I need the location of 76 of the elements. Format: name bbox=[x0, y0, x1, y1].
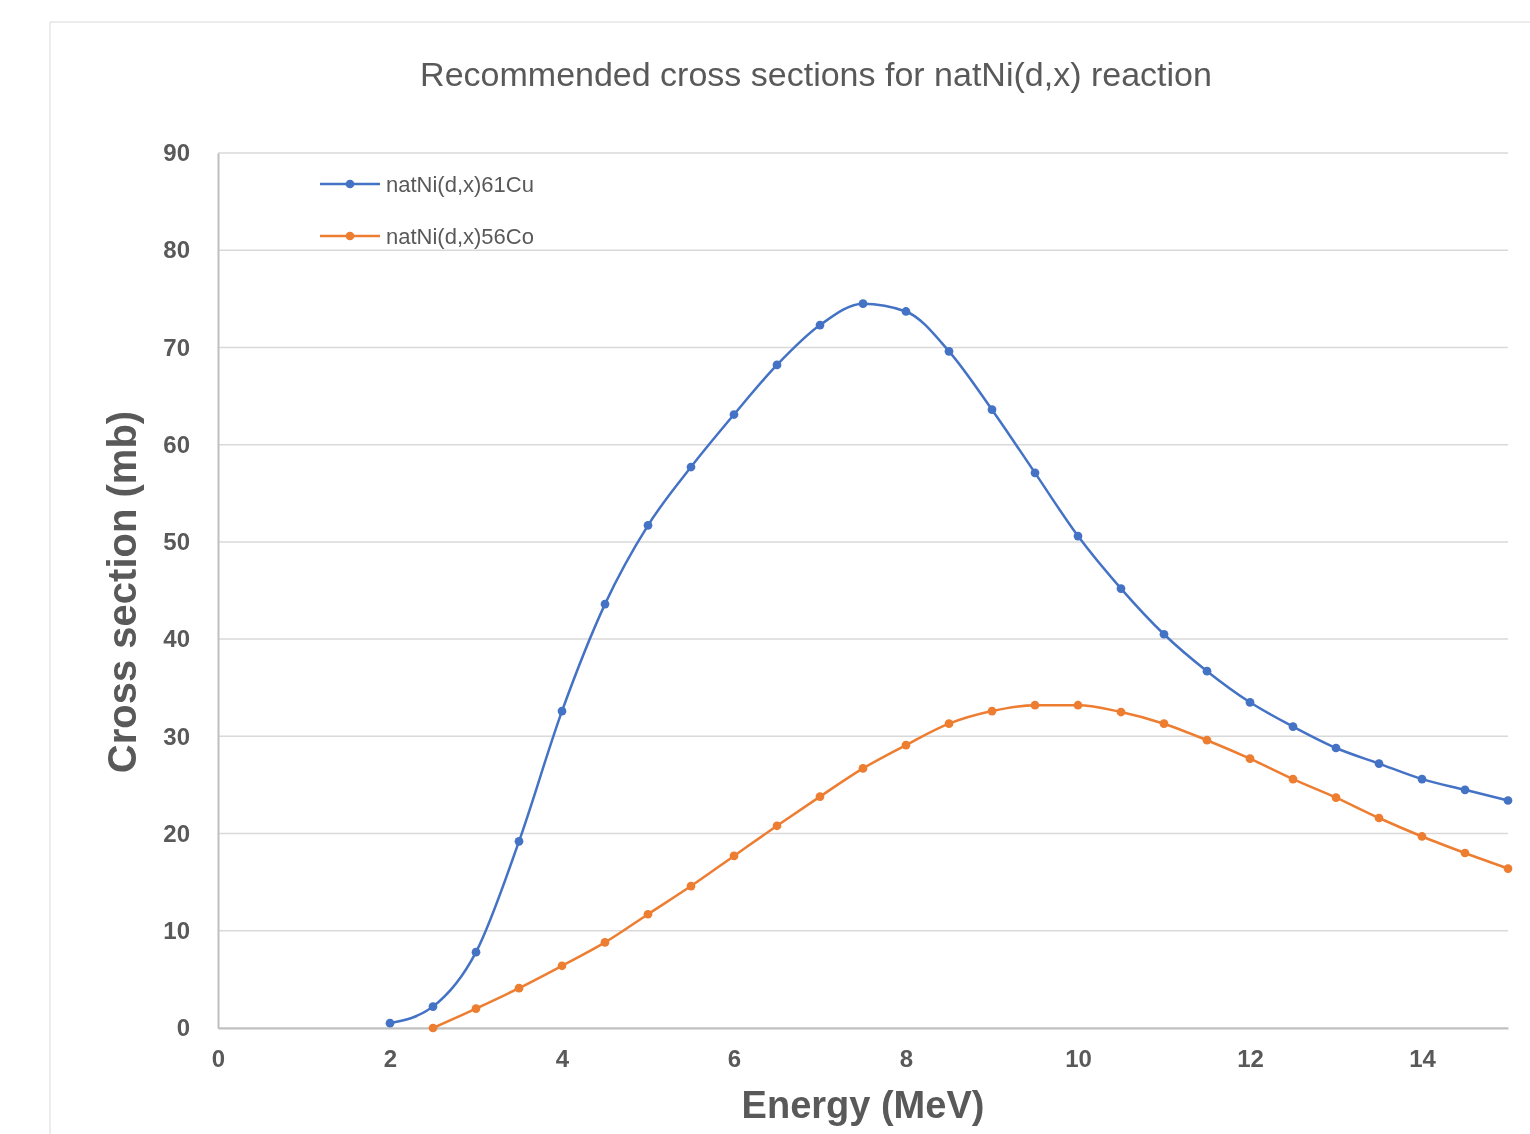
point bbox=[557, 961, 567, 971]
point bbox=[1245, 697, 1255, 707]
point bbox=[729, 851, 739, 861]
point bbox=[1245, 754, 1255, 764]
point bbox=[815, 320, 825, 330]
point bbox=[1417, 832, 1427, 841]
point bbox=[428, 1002, 438, 1011]
point bbox=[1374, 759, 1384, 768]
point bbox=[600, 938, 610, 947]
point bbox=[1030, 700, 1040, 710]
point bbox=[1202, 666, 1212, 676]
point bbox=[1116, 584, 1126, 593]
point bbox=[944, 719, 954, 729]
point bbox=[1116, 707, 1126, 717]
point bbox=[600, 599, 610, 609]
point bbox=[1288, 774, 1298, 784]
point bbox=[1503, 864, 1513, 873]
y-tick-label: 40 bbox=[163, 625, 190, 653]
x-tick-label: 6 bbox=[727, 1045, 742, 1073]
point bbox=[858, 764, 868, 773]
point bbox=[1374, 813, 1384, 823]
point bbox=[514, 836, 524, 846]
point bbox=[1073, 531, 1083, 541]
point bbox=[643, 521, 653, 530]
x-tick-label: 10 bbox=[1065, 1045, 1092, 1073]
point bbox=[686, 881, 696, 891]
point bbox=[385, 1018, 395, 1028]
y-tick-label: 60 bbox=[163, 430, 190, 458]
y-tick-label: 0 bbox=[176, 1014, 190, 1042]
point bbox=[1159, 629, 1169, 639]
x-tick-label: 2 bbox=[383, 1045, 398, 1073]
point bbox=[557, 706, 567, 716]
y-tick-label: 20 bbox=[163, 819, 190, 847]
x-tick-label: 12 bbox=[1237, 1045, 1264, 1073]
x-tick-label: 14 bbox=[1409, 1045, 1437, 1073]
point bbox=[1288, 722, 1298, 731]
point bbox=[1073, 700, 1083, 710]
x-axis-title: Energy (MeV) bbox=[741, 1084, 985, 1126]
point bbox=[858, 299, 868, 309]
y-tick-label: 70 bbox=[163, 333, 190, 361]
point bbox=[1417, 774, 1427, 784]
point bbox=[471, 947, 481, 957]
point bbox=[1202, 735, 1212, 745]
point bbox=[772, 821, 782, 831]
y-tick-label: 30 bbox=[163, 722, 190, 750]
point bbox=[471, 1004, 481, 1013]
legend-label: natNi(d,x)56Co bbox=[386, 224, 534, 249]
point bbox=[987, 706, 997, 716]
point bbox=[428, 1023, 438, 1033]
point bbox=[1460, 785, 1470, 795]
point bbox=[944, 346, 954, 356]
point bbox=[1159, 719, 1169, 729]
point bbox=[1030, 468, 1040, 478]
x-tick-label: 0 bbox=[211, 1045, 226, 1073]
y-tick-label: 90 bbox=[163, 139, 190, 167]
y-tick-label: 10 bbox=[163, 916, 190, 944]
y-tick-label: 50 bbox=[163, 528, 190, 556]
point bbox=[901, 307, 911, 316]
point bbox=[514, 983, 524, 993]
point bbox=[1503, 796, 1513, 805]
point bbox=[643, 909, 653, 919]
point bbox=[1331, 743, 1341, 753]
y-tick-label: 80 bbox=[163, 236, 190, 264]
point bbox=[901, 740, 911, 750]
y-axis-title: Cross section (mb) bbox=[100, 410, 144, 774]
point bbox=[729, 410, 739, 419]
chart-title: Recommended cross sections for natNi(d,x) reaction bbox=[420, 55, 1212, 93]
x-tick-label: 4 bbox=[555, 1045, 570, 1073]
point bbox=[686, 462, 696, 472]
point bbox=[815, 792, 825, 801]
point bbox=[772, 360, 782, 370]
point bbox=[1460, 848, 1470, 858]
point bbox=[987, 405, 997, 415]
point bbox=[1331, 793, 1341, 802]
x-tick-label: 8 bbox=[899, 1045, 914, 1073]
legend-label: natNi(d,x)61Cu bbox=[386, 172, 534, 197]
